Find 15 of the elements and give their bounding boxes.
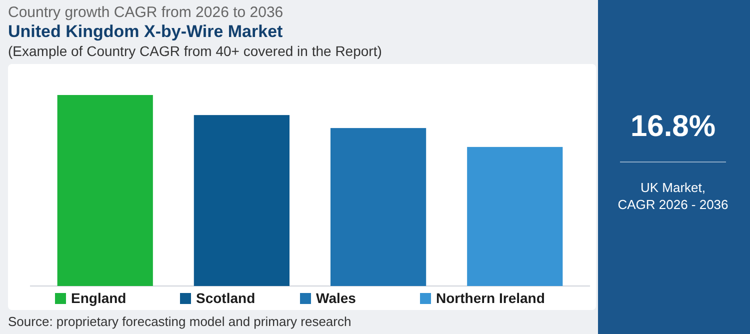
x-tick-label: Wales bbox=[316, 290, 356, 306]
bar bbox=[330, 128, 426, 286]
text: Country growth CAGR from 2026 to 2036 bbox=[8, 4, 284, 21]
x-tick-label: Scotland bbox=[196, 290, 256, 306]
bar bbox=[467, 146, 563, 286]
bar bbox=[57, 95, 153, 286]
text: UK Market, bbox=[640, 180, 706, 195]
text: 16.8% bbox=[630, 110, 716, 143]
chart-title: United Kingdom X-by-Wire Market bbox=[8, 22, 284, 41]
chart-subtitle: (Example of Country CAGR from 40+ covered in the Report) bbox=[8, 43, 382, 59]
text: CAGR 2026 - 2036 bbox=[618, 197, 728, 212]
bar bbox=[194, 115, 290, 286]
x-tick-label: Northern Ireland bbox=[436, 290, 545, 306]
x-tick-label: England bbox=[71, 290, 126, 306]
source-note: Source: proprietary forecasting model and primary research bbox=[8, 314, 352, 329]
